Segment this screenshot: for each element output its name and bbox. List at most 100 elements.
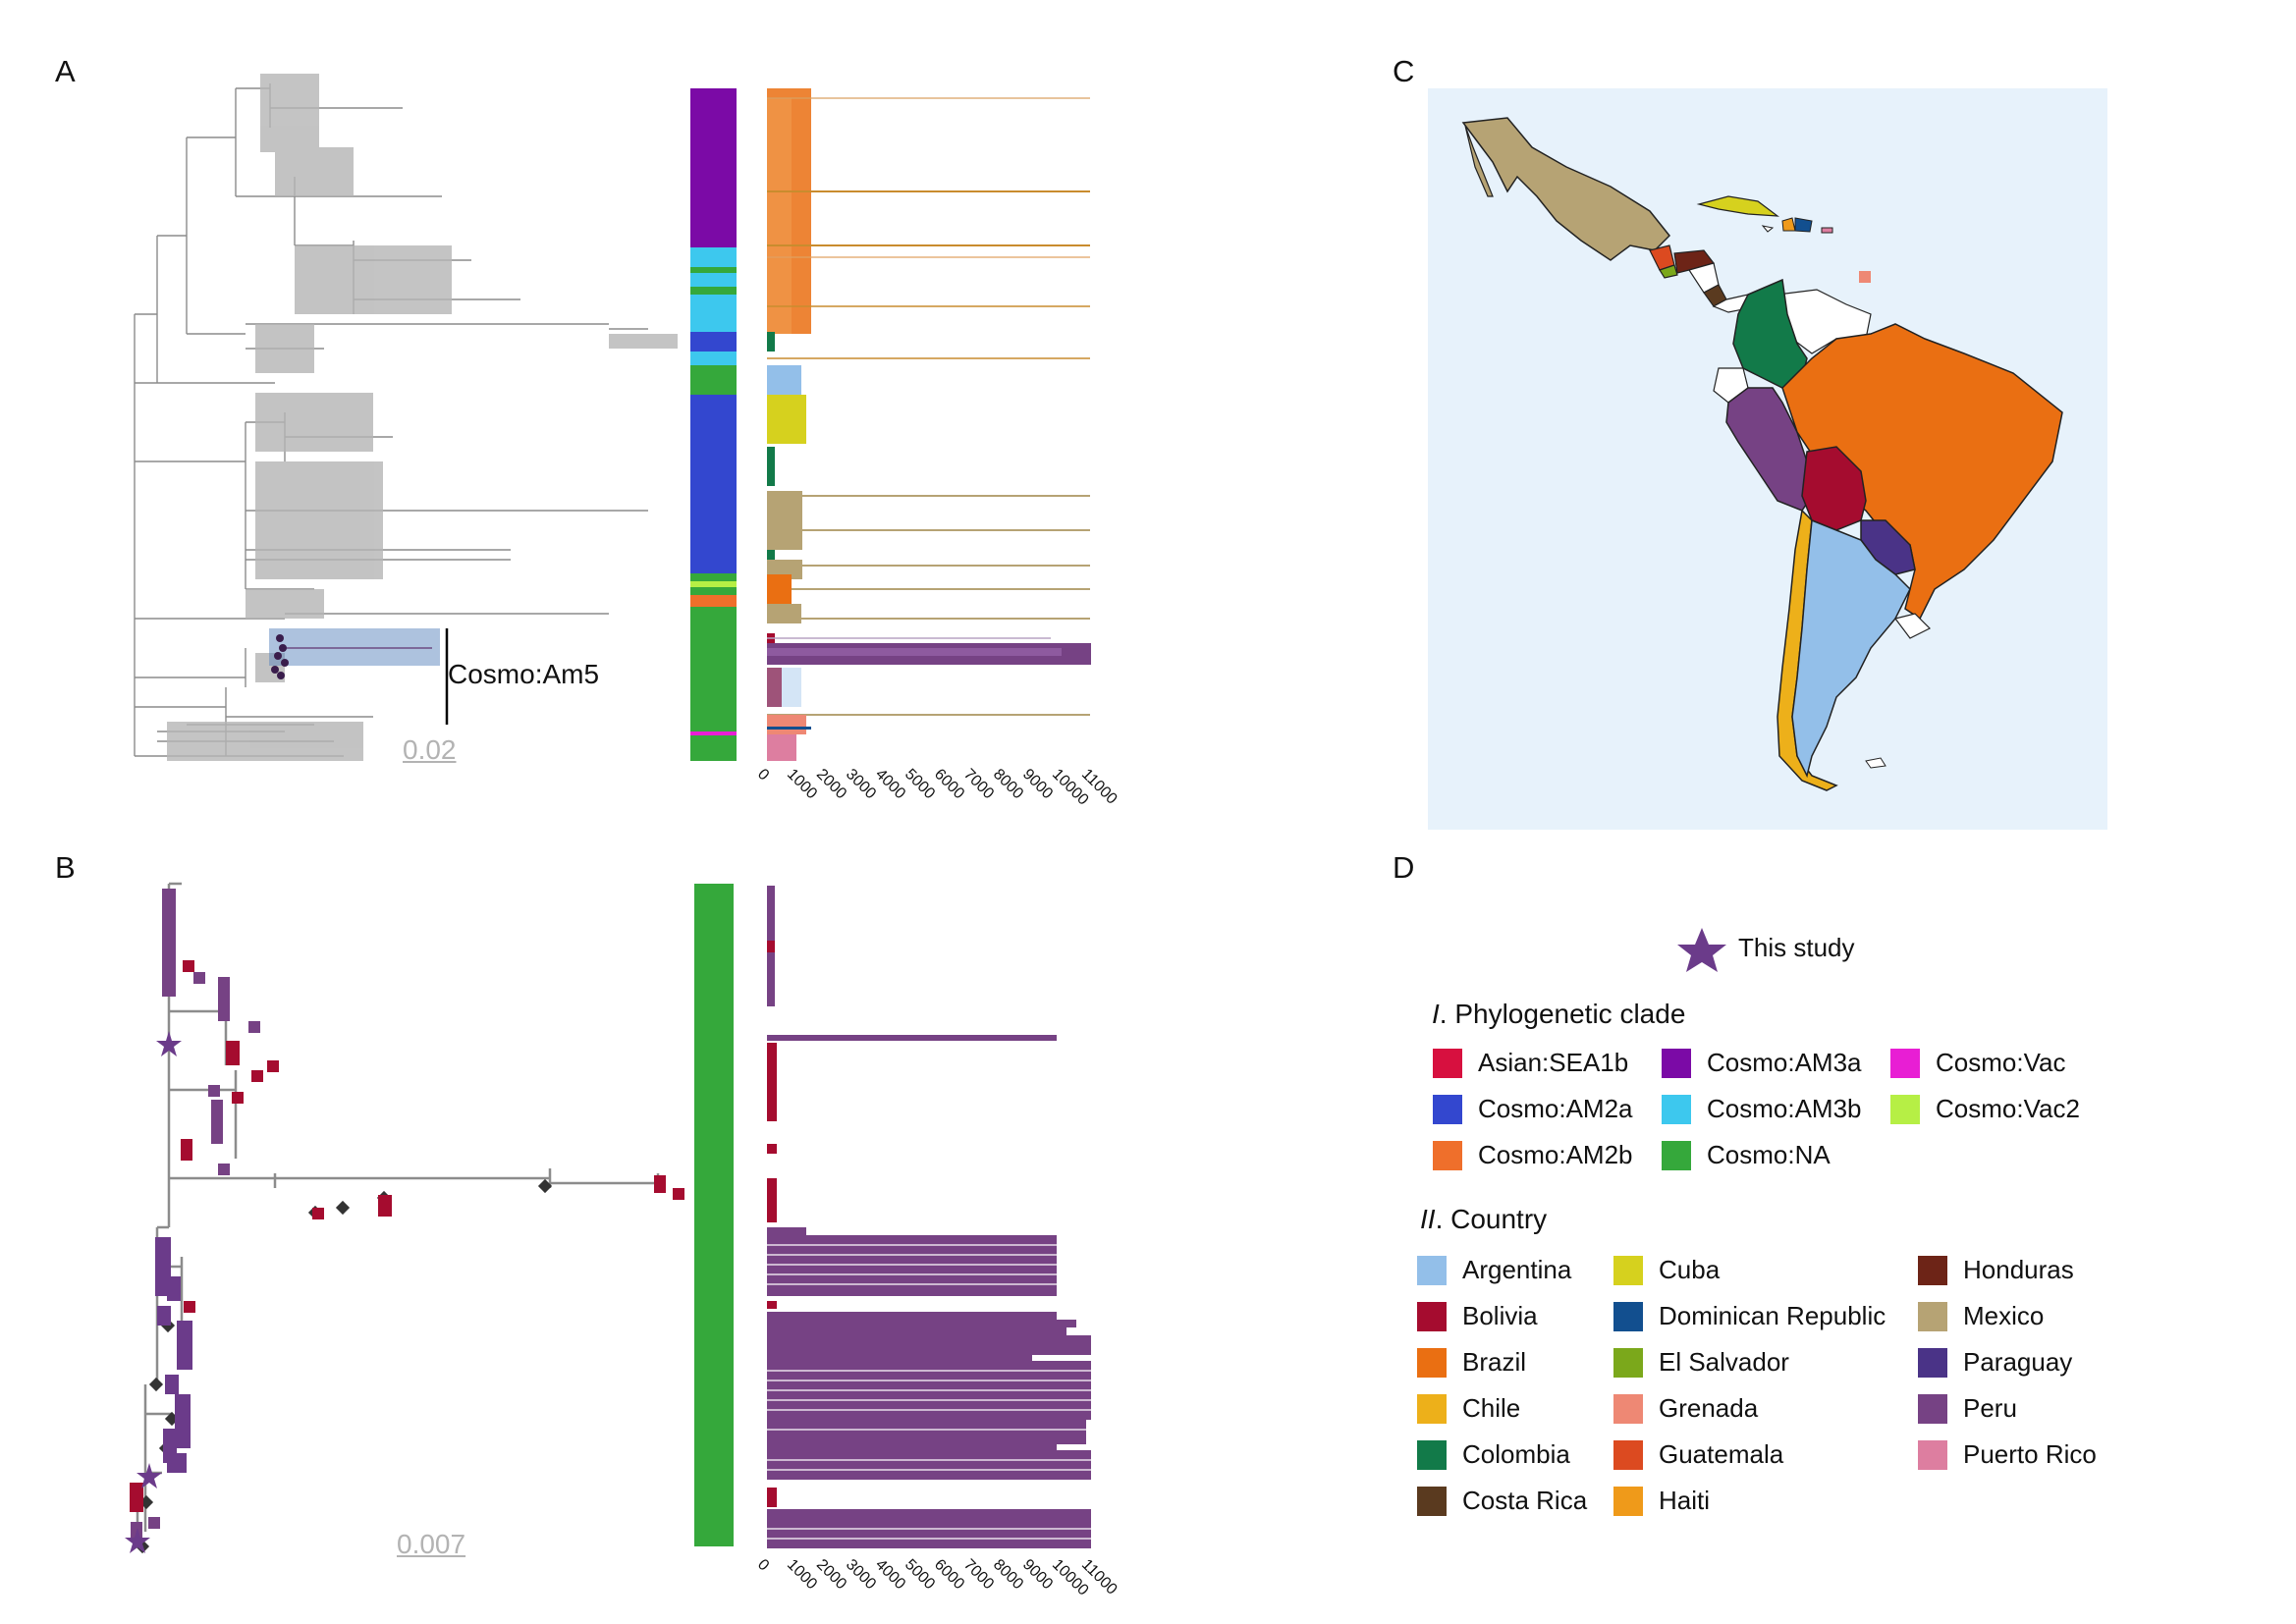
country-legend-label: Costa Rica <box>1462 1486 1588 1515</box>
map-argentina <box>1791 518 1911 779</box>
clade-legend-swatch <box>1662 1048 1691 1078</box>
map-puerto-rico <box>1821 227 1833 234</box>
panel-a-clade-column <box>690 88 737 761</box>
map-mexico <box>1461 117 1671 261</box>
country-legend-label: Colombia <box>1462 1439 1570 1469</box>
this-study-star-icon <box>1677 928 1726 972</box>
clade-legend-swatch <box>1890 1094 1920 1124</box>
panel-a-scale-label: 0.02 <box>403 734 457 765</box>
panel-b-tip-stars <box>125 1031 192 1553</box>
country-legend-item: Grenada <box>1613 1393 1758 1424</box>
country-legend-swatch <box>1613 1347 1643 1378</box>
country-legend-swatch <box>1613 1255 1643 1285</box>
clade-legend-item: Cosmo:AM3b <box>1662 1094 1862 1124</box>
clade-legend-label: Cosmo:AM3b <box>1707 1094 1862 1123</box>
panel-a-axis-tick-8000: 8000 <box>989 766 1027 803</box>
panel-label-b: B <box>55 850 76 885</box>
country-legend-item: Guatemala <box>1613 1439 1783 1470</box>
panel-c-map <box>1428 88 2107 830</box>
cosmo-am5-label: Cosmo:Am5 <box>448 659 600 689</box>
country-legend-label: Honduras <box>1963 1255 2074 1284</box>
cosmo-am5-highlight <box>269 628 440 666</box>
country-legend-swatch <box>1613 1439 1643 1470</box>
country-legend-swatch <box>1417 1255 1447 1285</box>
cosmo-am5-markers <box>271 634 289 679</box>
clade-legend-item: Cosmo:AM2a <box>1433 1094 1633 1124</box>
country-legend-item: Argentina <box>1417 1255 1571 1285</box>
clade-legend-label: Cosmo:AM2b <box>1478 1140 1633 1169</box>
panel-a-axis-tick-7000: 7000 <box>959 766 998 803</box>
clade-legend-label: Cosmo:Vac2 <box>1936 1094 2080 1123</box>
panel-b-length-axis: 0 1000 2000 3000 4000 5000 6000 7000 8000 9000 100… <box>754 1556 1121 1598</box>
country-legend-swatch <box>1613 1393 1643 1424</box>
clade-legend-label: Cosmo:AM2a <box>1478 1094 1633 1123</box>
panel-b-tree <box>136 882 660 1542</box>
panel-b-bar-separators <box>767 1244 1092 1540</box>
panel-a-axis-tick-5000: 5000 <box>901 766 939 803</box>
panel-label-c: C <box>1393 54 1415 88</box>
country-legend-item: Dominican Republic <box>1613 1301 1886 1331</box>
panel-b-tip-squares <box>130 889 684 1542</box>
country-legend-label: Haiti <box>1659 1486 1711 1515</box>
panel-b-axis-tick-6000: 6000 <box>930 1556 968 1594</box>
panel-a-axis-tick-9000: 9000 <box>1018 766 1057 803</box>
country-legend-label: Mexico <box>1963 1301 2045 1330</box>
country-legend-label: Argentina <box>1462 1255 1572 1284</box>
clade-legend-swatch <box>1433 1140 1462 1170</box>
clade-legend-item: Cosmo:Vac2 <box>1890 1094 2080 1124</box>
panel-b-axis-tick-7000: 7000 <box>959 1556 998 1594</box>
panel-a-axis-tick-3000: 3000 <box>842 766 880 803</box>
panel-a-axis-tick-6000: 6000 <box>930 766 968 803</box>
country-legend-label: El Salvador <box>1659 1347 1789 1377</box>
country-legend-swatch <box>1613 1486 1643 1516</box>
country-legend-item: Haiti <box>1613 1486 1710 1516</box>
country-legend-label: Dominican Republic <box>1659 1301 1886 1330</box>
clade-legend-swatch <box>1662 1140 1691 1170</box>
clade-legend-label: Asian:SEA1b <box>1478 1048 1629 1077</box>
country-legend-label: Puerto Rico <box>1963 1439 2097 1469</box>
country-legend-item: Costa Rica <box>1417 1486 1587 1516</box>
country-legend-item: Chile <box>1417 1393 1520 1424</box>
country-legend-swatch <box>1918 1255 1947 1285</box>
country-legend-swatch <box>1613 1301 1643 1331</box>
clade-legend-swatch <box>1890 1048 1920 1078</box>
country-legend-label: Paraguay <box>1963 1347 2073 1377</box>
country-legend-swatch <box>1417 1301 1447 1331</box>
country-legend-swatch <box>1417 1393 1447 1424</box>
country-legend-label: Guatemala <box>1659 1439 1784 1469</box>
panel-b-axis-tick-3000: 3000 <box>842 1556 880 1594</box>
country-legend-swatch <box>1417 1439 1447 1470</box>
panel-b-axis-tick-5000: 5000 <box>901 1556 939 1594</box>
panel-b-axis-tick-4000: 4000 <box>871 1556 909 1594</box>
clade-legend-item: Cosmo:AM3a <box>1662 1048 1862 1078</box>
country-legend-swatch <box>1918 1439 1947 1470</box>
clade-legend-item: Cosmo:Vac <box>1890 1048 2065 1078</box>
map-grenada <box>1859 271 1871 283</box>
country-legend-label: Grenada <box>1659 1393 1759 1423</box>
panel-b-axis-tick-9000: 9000 <box>1018 1556 1057 1594</box>
panel-label-a: A <box>55 54 76 88</box>
country-legend-item: Colombia <box>1417 1439 1570 1470</box>
country-legend-item: Brazil <box>1417 1347 1526 1378</box>
country-legend-title: II. Country <box>1420 1204 1548 1234</box>
clade-legend-swatch <box>1433 1048 1462 1078</box>
panel-a-length-bars <box>767 88 1091 761</box>
panel-b-axis-tick-1000: 1000 <box>783 1556 821 1594</box>
panel-b-clade-column <box>694 884 734 1546</box>
map-el-salvador <box>1659 264 1678 279</box>
country-legend-item: Paraguay <box>1918 1347 2072 1378</box>
country-legend-item: Cuba <box>1613 1255 1720 1285</box>
panel-a-length-axis: 0 1000 2000 3000 4000 5000 6000 7000 8000 9000 100… <box>754 766 1121 808</box>
this-study-label: This study <box>1738 933 1855 962</box>
country-legend-swatch <box>1918 1347 1947 1378</box>
clade-legend-swatch <box>1433 1094 1462 1124</box>
map-cuba <box>1696 195 1779 217</box>
map-dominican-republic <box>1794 217 1813 233</box>
country-legend-item: Honduras <box>1918 1255 2074 1285</box>
country-legend-item: Peru <box>1918 1393 2017 1424</box>
panel-a-axis-tick-4000: 4000 <box>871 766 909 803</box>
panel-b-scale-label: 0.007 <box>397 1529 466 1559</box>
this-study-legend-item: This study <box>1738 933 1855 963</box>
clade-legend-item: Asian:SEA1b <box>1433 1048 1628 1078</box>
